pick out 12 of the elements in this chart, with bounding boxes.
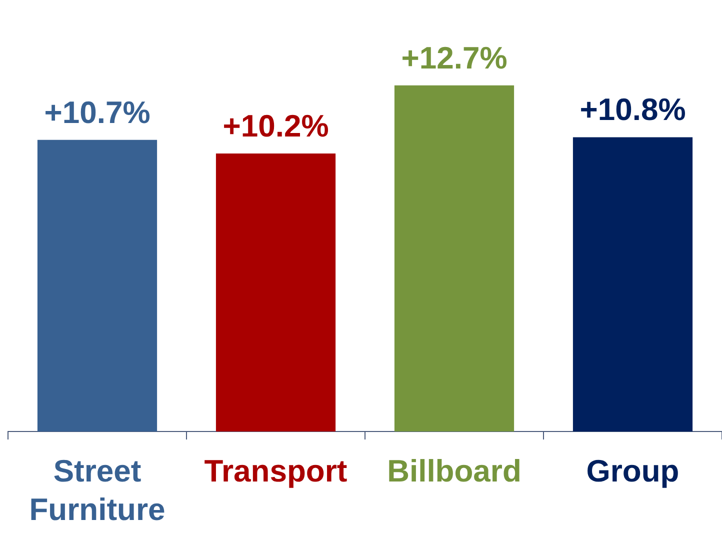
x-tick-label: Transport — [204, 453, 348, 488]
data-label: +10.2% — [222, 108, 329, 144]
x-tick-label: Group — [586, 453, 680, 488]
bar — [572, 137, 693, 432]
data-label: +12.7% — [401, 40, 508, 76]
x-tick-label: Street Furniture — [29, 453, 166, 528]
bar — [394, 85, 514, 432]
data-label: +10.8% — [580, 92, 686, 128]
bar — [37, 140, 158, 432]
data-label: +10.7% — [44, 94, 150, 130]
x-tick-label: Billboard — [387, 453, 522, 488]
bar — [216, 154, 336, 432]
